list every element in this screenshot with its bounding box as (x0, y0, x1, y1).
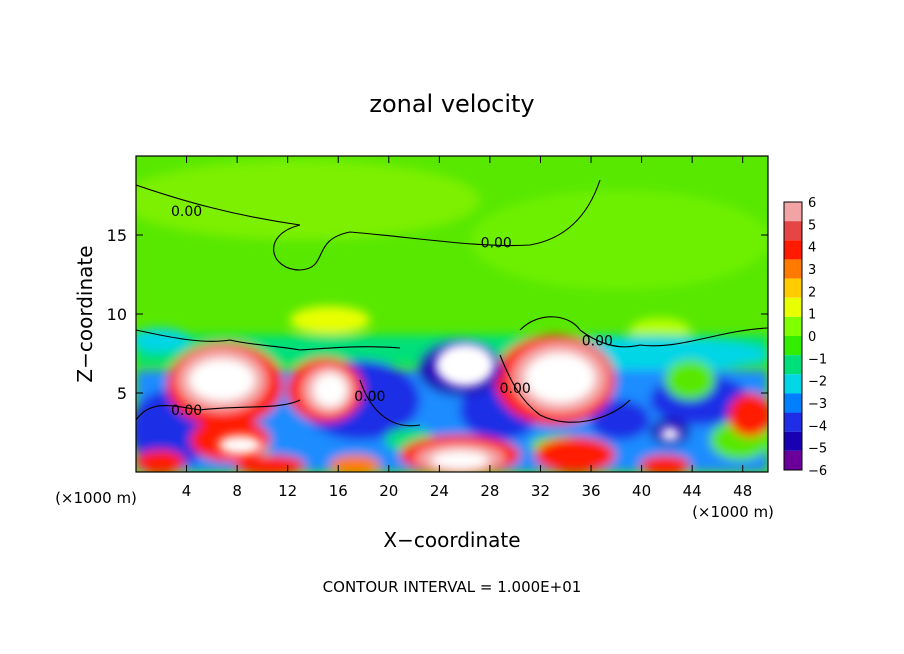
contour-interval-note: CONTOUR INTERVAL = 1.000E+01 (323, 578, 582, 596)
colorbar-tick-label: 0 (808, 330, 816, 345)
field-blob (535, 437, 615, 472)
field-blob (470, 190, 768, 290)
colorbar-tick-label: 4 (808, 241, 816, 256)
x-tick-label: 16 (329, 482, 348, 500)
colorbar-tick-label: 6 (808, 196, 816, 211)
x-tick-label: 44 (683, 482, 702, 500)
y-tick-label: 10 (107, 305, 127, 324)
colorbar-tick-label: −5 (808, 442, 827, 457)
x-axis-label: X−coordinate (383, 528, 520, 552)
colorbar-tick-label: −3 (808, 397, 827, 412)
colorbar-swatch (784, 259, 802, 279)
field-blob (640, 455, 690, 472)
x-tick-label: 20 (379, 482, 398, 500)
contour-label: 0.00 (582, 334, 613, 350)
field-blob (590, 400, 650, 440)
field-blob (330, 455, 380, 472)
field-core (660, 427, 680, 441)
colorbar-swatch (784, 412, 802, 432)
x-unit-left: (×1000 m) (55, 489, 137, 507)
colorbar-swatch (784, 221, 802, 241)
contour-label: 0.00 (500, 381, 531, 397)
y-axis-ticks: 5 10 15 (107, 226, 768, 403)
x-tick-label: 32 (531, 482, 550, 500)
x-tick-label: 4 (182, 482, 192, 500)
zero-contours: 0.00 0.00 0.00 0.00 0.00 0.00 (136, 179, 768, 427)
field-core (218, 435, 262, 455)
x-tick-label: 12 (278, 482, 297, 500)
colorbar-tick-label: −2 (808, 375, 827, 390)
contour-line (136, 179, 601, 271)
y-tick-label: 15 (107, 226, 127, 245)
x-tick-label: 48 (733, 482, 752, 500)
x-axis-ticks: 4 8 12 16 20 24 28 32 36 40 44 48 (182, 156, 752, 500)
x-tick-label: 28 (480, 482, 499, 500)
field-blob (728, 393, 768, 437)
field-core (430, 450, 490, 470)
colorbar-swatch (784, 336, 802, 356)
y-axis-label: Z−coordinate (73, 245, 97, 382)
x-tick-label: 36 (581, 482, 600, 500)
colorbar-tick-label: 2 (808, 285, 816, 300)
colorbar-tick-label: 1 (808, 308, 816, 323)
field-blob (136, 160, 480, 240)
field-blob (290, 306, 370, 334)
x-tick-label: 8 (232, 482, 242, 500)
x-tick-label: 40 (632, 482, 651, 500)
colorbar-frame (783, 201, 803, 471)
colorbar: 6 5 4 3 2 1 0 −1 −2 −3 −4 −5 −6 (783, 196, 827, 479)
contour-line (359, 379, 421, 427)
chart-title: zonal velocity (369, 90, 534, 118)
field-blob (136, 450, 185, 472)
field-core (524, 352, 596, 404)
colorbar-swatch (784, 316, 802, 336)
contour-line (519, 316, 768, 348)
contour-line (136, 399, 301, 421)
field-cores (188, 343, 680, 470)
colorbar-swatch (784, 431, 802, 451)
colorbar-swatch (784, 393, 802, 413)
x-unit-right: (×1000 m) (692, 503, 774, 521)
field-core (312, 372, 348, 408)
field-core (435, 343, 495, 387)
colorbar-tick-label: −6 (808, 464, 827, 479)
field-blob (136, 328, 190, 352)
colorbar-tick-label: 5 (808, 218, 816, 233)
colorbar-swatch (784, 355, 802, 375)
colorbar-swatch (784, 374, 802, 394)
x-tick-label: 24 (430, 482, 449, 500)
y-tick-label: 5 (117, 384, 127, 403)
velocity-field (136, 156, 768, 472)
field-core (188, 358, 256, 402)
contour-label: 0.00 (481, 236, 512, 252)
colorbar-swatch (784, 450, 802, 470)
field-blob (665, 360, 715, 400)
contour-label: 0.00 (171, 204, 202, 220)
contour-label: 0.00 (354, 389, 385, 405)
colorbar-swatch (784, 202, 802, 222)
colorbar-tick-label: 3 (808, 263, 816, 278)
colorbar-swatch (784, 297, 802, 317)
contour-line (499, 354, 631, 423)
colorbar-tick-label: −1 (808, 352, 827, 367)
contour-label: 0.00 (171, 403, 202, 419)
colorbar-tick-label: −4 (808, 419, 827, 434)
contour-line (136, 329, 401, 351)
colorbar-swatch (784, 278, 802, 298)
colorbar-swatch (784, 240, 802, 260)
